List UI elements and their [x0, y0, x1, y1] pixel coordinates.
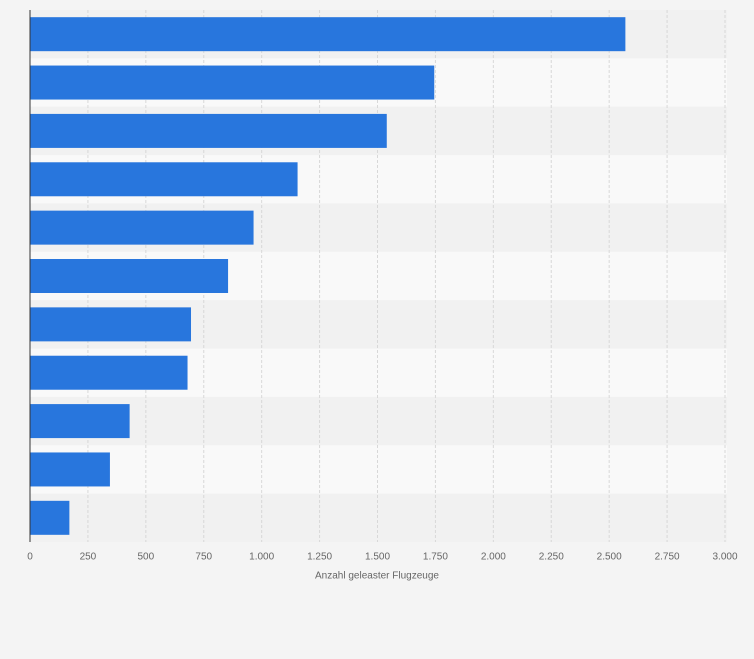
x-tick-label: 0: [27, 552, 33, 563]
band: [30, 396, 727, 446]
x-tick-label: 1.500: [365, 552, 390, 563]
band: [30, 445, 727, 494]
bar: [30, 500, 70, 535]
bar: [30, 452, 110, 487]
bar: [30, 113, 387, 148]
x-tick-label: 2.000: [481, 552, 506, 563]
x-tick-label: 1.250: [307, 552, 332, 563]
x-tick-label: 1.000: [249, 552, 274, 563]
bar: [30, 210, 254, 245]
x-tick-label: 3.000: [712, 552, 737, 563]
band: [30, 493, 727, 542]
bar: [30, 307, 192, 342]
x-axis-title: Anzahl geleaster Flugzeuge: [315, 571, 439, 582]
bar: [30, 404, 130, 439]
bar: [30, 162, 298, 197]
x-tick-label: 2.750: [655, 552, 680, 563]
bar: [30, 259, 229, 293]
bar: [30, 355, 188, 390]
bar: [30, 65, 435, 100]
x-tick-label: 1.750: [423, 552, 448, 563]
x-tick-label: 750: [195, 552, 212, 563]
x-tick-label: 2.250: [539, 552, 564, 563]
x-tick-label: 250: [80, 552, 97, 563]
x-tick-label: 2.500: [597, 552, 622, 563]
bar: [30, 17, 626, 52]
x-tick-label: 500: [137, 552, 154, 563]
